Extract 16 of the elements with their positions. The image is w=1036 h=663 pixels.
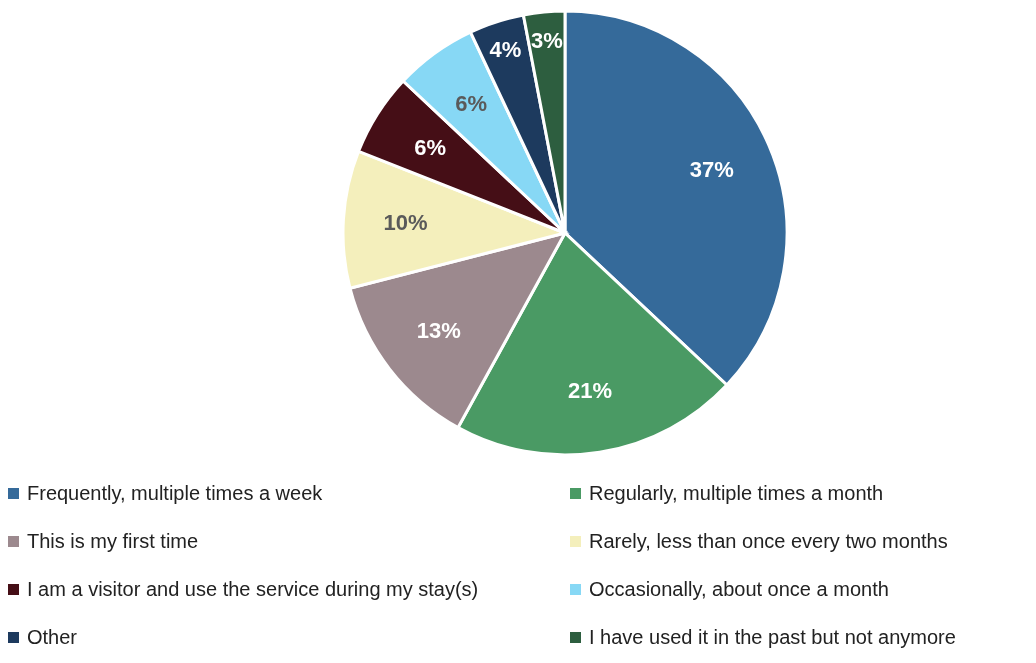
legend-label: Frequently, multiple times a week (27, 481, 323, 505)
legend-label: Rarely, less than once every two months (589, 529, 948, 553)
data-label: 37% (689, 157, 734, 183)
legend-label: Other (27, 625, 78, 649)
data-label: 13% (416, 318, 461, 344)
legend-label: Regularly, multiple times a month (589, 481, 884, 505)
legend-label: I have used it in the past but not anymore (589, 625, 956, 649)
legend-label: I am a visitor and use the service during my stay(s) (27, 577, 479, 601)
legend-label: Occasionally, about once a month (589, 577, 889, 601)
data-label: 4% (489, 36, 522, 62)
legend-label: This is my first time (27, 529, 199, 553)
data-label: 21% (567, 378, 613, 404)
data-label: 10% (383, 210, 428, 236)
data-label: 3% (530, 28, 563, 54)
data-label: 6% (455, 91, 487, 117)
data-label: 6% (414, 134, 446, 160)
